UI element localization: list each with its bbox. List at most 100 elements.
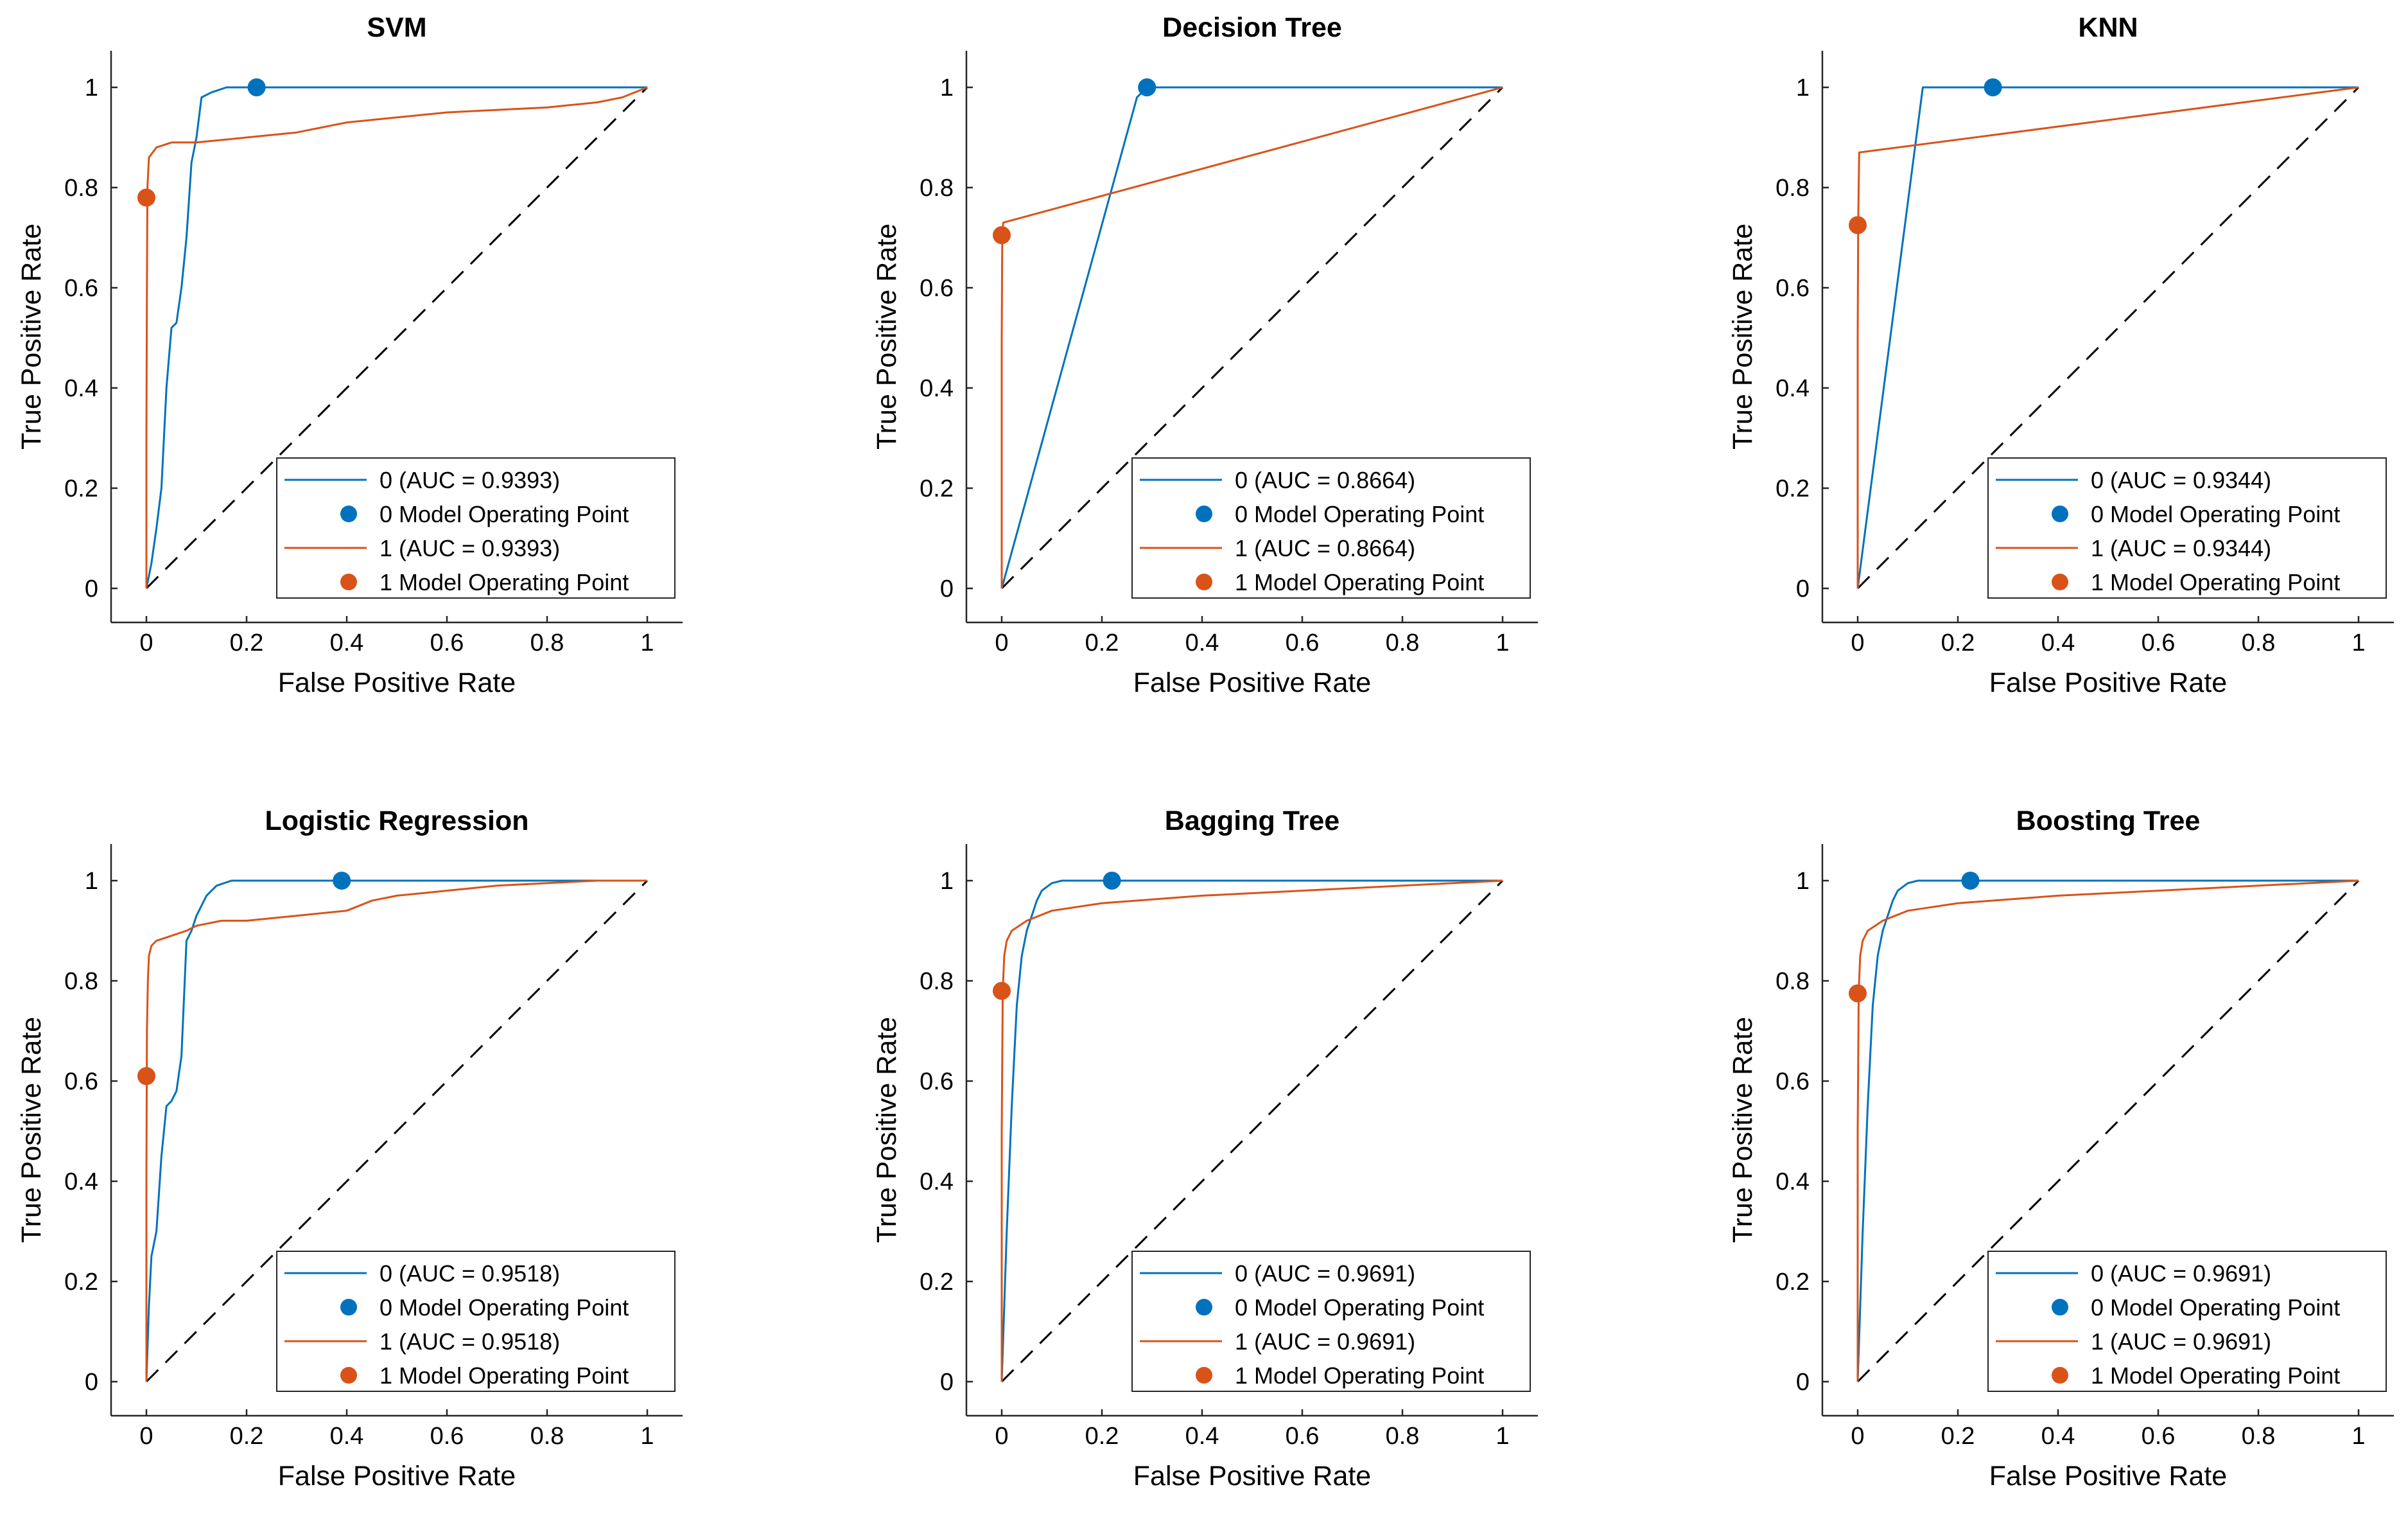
x-axis-label: False Positive Rate [1989, 667, 2227, 698]
x-axis-label: False Positive Rate [1989, 1461, 2227, 1492]
legend-marker-icon [1196, 1367, 1212, 1384]
roc-panel-4: Logistic Regression 0 0.2 0.4 0.6 0.8 1 0 0.2 0.4… [16, 805, 683, 1492]
operating-point-marker-class0 [1961, 872, 1980, 890]
legend-entry: 1 Model Operating Point [380, 569, 629, 595]
roc-panel-5: Bagging Tree 0 0.2 0.4 0.6 0.8 1 0 0.2 0.4 0.6 0.8 1… [871, 805, 1538, 1492]
x-tick-label: 1 [640, 629, 654, 656]
operating-point-marker-class0 [1984, 78, 2002, 96]
chance-diagonal-line [1000, 86, 1504, 590]
legend-entry: 1 (AUC = 0.8664) [1235, 535, 1415, 561]
y-tick-label: 0.8 [64, 175, 98, 202]
y-tick-label: 1 [1796, 75, 1810, 101]
chart-title: Decision Tree [1162, 12, 1342, 43]
x-axis-label: False Positive Rate [278, 1461, 516, 1492]
x-tick-label: 0.8 [530, 629, 564, 656]
y-tick-label: 0.8 [1775, 968, 1810, 995]
operating-point-marker-class1 [137, 1067, 155, 1086]
y-tick-label: 0.6 [1775, 275, 1810, 302]
chance-diagonal-line [1856, 879, 2360, 1383]
roc-panel-2: Decision Tree 0 0.2 0.4 0.6 0.8 1 0 0.2 0.4 0.6 0.8… [871, 12, 1538, 698]
legend-marker-icon [340, 574, 357, 590]
legend-entry: 1 (AUC = 0.9691) [2091, 1328, 2271, 1355]
x-tick-label: 0.2 [1085, 629, 1119, 656]
y-tick-label: 0 [85, 576, 98, 603]
roc-panel-6: Boosting Tree 0 0.2 0.4 0.6 0.8 1 0 0.2 0.4 0.6 0.8… [1727, 805, 2394, 1492]
operating-point-marker-class1 [1849, 216, 1867, 234]
legend-entry: 0 Model Operating Point [380, 501, 629, 527]
y-tick-label: 0 [940, 1369, 954, 1396]
legend-entry: 0 (AUC = 0.9691) [2091, 1260, 2271, 1287]
y-tick-label: 1 [940, 868, 954, 895]
roc-curve-class0 [145, 86, 647, 589]
x-tick-label: 0.6 [1286, 629, 1320, 656]
y-tick-label: 0.8 [920, 175, 954, 202]
y-tick-label: 0 [1796, 1369, 1810, 1396]
chart-title: Boosting Tree [2016, 805, 2201, 836]
legend: 0 (AUC = 0.9691) 0 Model Operating Point 1… [1987, 1251, 2387, 1392]
legend-marker-icon [2052, 1299, 2068, 1316]
y-tick-label: 0.2 [1775, 1269, 1810, 1296]
y-tick-label: 0.2 [920, 1269, 954, 1296]
y-tick-label: 0 [85, 1369, 98, 1396]
legend: 0 (AUC = 0.9344) 0 Model Operating Point 1… [1987, 457, 2387, 599]
x-tick-label: 0.8 [1386, 629, 1420, 656]
y-axis-label: True Positive Rate [871, 224, 902, 450]
legend-marker-icon [2052, 574, 2068, 590]
chart-title: KNN [2078, 12, 2138, 43]
legend-entry: 0 (AUC = 0.8664) [1235, 467, 1415, 493]
x-tick-label: 0 [139, 629, 153, 656]
legend-entry: 0 (AUC = 0.9393) [380, 467, 560, 493]
y-tick-label: 0.6 [920, 1068, 954, 1095]
legend: 0 (AUC = 0.9518) 0 Model Operating Point 1… [276, 1251, 676, 1392]
x-tick-label: 0.6 [2142, 629, 2176, 656]
y-tick-label: 1 [940, 75, 954, 101]
x-axis-label: False Positive Rate [1133, 667, 1371, 698]
y-tick-label: 0.4 [64, 375, 98, 402]
legend: 0 (AUC = 0.9691) 0 Model Operating Point 1… [1131, 1251, 1531, 1392]
x-tick-label: 0 [139, 1423, 153, 1450]
roc-curve-class0 [1000, 879, 1503, 1382]
y-tick-label: 0.4 [920, 375, 954, 402]
x-tick-label: 0 [1851, 1423, 1864, 1450]
roc-curve-class0 [1856, 86, 2359, 589]
operating-point-marker-class0 [247, 78, 266, 96]
y-tick-label: 0.2 [64, 1269, 98, 1296]
x-tick-label: 0.8 [2242, 629, 2276, 656]
legend-marker-icon [340, 1299, 357, 1316]
x-tick-label: 0.8 [530, 1423, 564, 1450]
operating-point-marker-class0 [1103, 872, 1121, 890]
y-axis-label: True Positive Rate [16, 1017, 47, 1243]
y-tick-label: 0.8 [920, 968, 954, 995]
legend-entry: 1 (AUC = 0.9518) [380, 1328, 560, 1355]
legend: 0 (AUC = 0.9393) 0 Model Operating Point 1… [276, 457, 676, 599]
x-tick-label: 0.4 [2041, 629, 2075, 656]
y-axis-label: True Positive Rate [1727, 224, 1758, 450]
legend-entry: 0 Model Operating Point [2091, 1294, 2340, 1321]
x-tick-label: 0.2 [1085, 1423, 1119, 1450]
legend-marker-icon [340, 1367, 357, 1384]
legend-entry: 1 Model Operating Point [2091, 1362, 2340, 1389]
x-tick-label: 0.4 [2041, 1423, 2075, 1450]
legend-entry: 0 Model Operating Point [380, 1294, 629, 1321]
legend-marker-icon [1196, 574, 1212, 590]
chance-diagonal-line [145, 86, 649, 590]
legend-box [1987, 1251, 2387, 1392]
y-tick-label: 1 [85, 75, 98, 101]
y-tick-label: 0.2 [64, 475, 98, 502]
y-tick-label: 0.6 [64, 1068, 98, 1095]
legend-entry: 1 Model Operating Point [1235, 569, 1484, 595]
legend-entry: 0 (AUC = 0.9518) [380, 1260, 560, 1287]
legend-box [1131, 1251, 1531, 1392]
legend-entry: 0 Model Operating Point [1235, 1294, 1484, 1321]
legend-entry: 0 Model Operating Point [2091, 501, 2340, 527]
y-tick-label: 0.4 [1775, 1168, 1810, 1195]
roc-curve-class0 [145, 879, 647, 1382]
legend-box [1131, 457, 1531, 599]
y-tick-label: 0.8 [64, 968, 98, 995]
operating-point-marker-class1 [993, 981, 1011, 1000]
legend-entry: 0 (AUC = 0.9344) [2091, 467, 2271, 493]
x-tick-label: 0 [995, 1423, 1008, 1450]
legend-entry: 1 Model Operating Point [380, 1362, 629, 1389]
chance-diagonal-line [145, 879, 649, 1383]
x-tick-label: 0.2 [1941, 1423, 1975, 1450]
